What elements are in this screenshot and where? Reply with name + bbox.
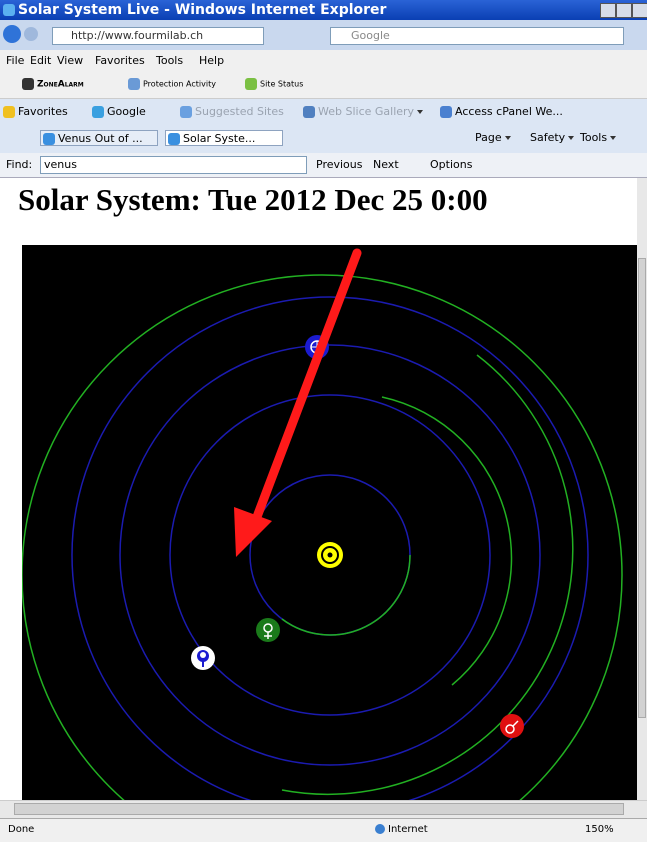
- command-item-text: Tools: [580, 131, 607, 144]
- menu-item[interactable]: Favorites: [95, 54, 145, 67]
- favorites-item[interactable]: Suggested Sites: [180, 105, 284, 118]
- address-field[interactable]: http://www.fourmilab.ch: [52, 27, 264, 45]
- favorites-item-text: Suggested Sites: [195, 105, 284, 118]
- zone-text: Internet: [388, 824, 428, 835]
- menu-item-text: Favorites: [95, 54, 145, 67]
- icon: [22, 78, 34, 90]
- toolbar-item-text: ZoneAlarm: [37, 80, 84, 90]
- find-previous[interactable]: Previous: [316, 158, 363, 171]
- browser-tab[interactable]: Solar Syste...: [165, 130, 283, 146]
- icon: [180, 106, 192, 118]
- browser-tab[interactable]: Venus Out of ...: [40, 130, 158, 146]
- maximize-button[interactable]: [616, 3, 632, 18]
- browser-tab-text: Venus Out of ...: [58, 132, 143, 145]
- zonealarm-toolbar: ZoneAlarm Protection Activity Site Status: [0, 72, 647, 99]
- find-options[interactable]: Options: [430, 158, 472, 171]
- mars: [500, 714, 524, 738]
- sun: [317, 542, 343, 568]
- icon: [43, 133, 55, 145]
- command-item[interactable]: Tools: [580, 131, 616, 144]
- menu-item[interactable]: File: [6, 54, 24, 67]
- security-zone: Internet: [375, 824, 428, 835]
- favorites-bar: Favorites Google Suggested Sites Web Slice …: [0, 99, 647, 125]
- toolbar-item[interactable]: Site Status: [245, 78, 303, 90]
- menu-bar: File Edit View Favorites Tools Help: [0, 50, 647, 72]
- dropdown-arrow: [568, 136, 574, 140]
- favorites-item-text: Favorites: [18, 105, 68, 118]
- url-text: http://www.fourmilab.ch: [71, 29, 203, 42]
- menu-item-text: Tools: [156, 54, 183, 67]
- forward-button[interactable]: [24, 27, 38, 41]
- title-bar: Solar System Live - Windows Internet Exp…: [0, 0, 647, 20]
- menu-item-text: Help: [199, 54, 224, 67]
- scroll-thumb[interactable]: [638, 258, 646, 718]
- find-bar: Find: venus Previous Next Options: [0, 153, 647, 178]
- menu-item-text: Edit: [30, 54, 51, 67]
- command-item[interactable]: Page: [475, 131, 511, 144]
- favorites-item[interactable]: Google: [92, 105, 146, 118]
- minimize-button[interactable]: [600, 3, 616, 18]
- favorites-item-text: Google: [107, 105, 146, 118]
- command-item[interactable]: Safety: [530, 131, 574, 144]
- toolbar-item-text: Site Status: [260, 80, 303, 89]
- icon: [303, 106, 315, 118]
- find-query: venus: [44, 158, 77, 171]
- page-content: Solar System: Tue 2012 Dec 25 0:00: [0, 178, 637, 800]
- icon: [245, 78, 257, 90]
- command-item-text: Page: [475, 131, 502, 144]
- menu-item-text: File: [6, 54, 24, 67]
- dropdown-arrow: [417, 110, 423, 114]
- page-heading: Solar System: Tue 2012 Dec 25 0:00: [18, 182, 488, 218]
- icon: [128, 78, 140, 90]
- toolbar-item[interactable]: Protection Activity: [128, 78, 216, 90]
- scroll-thumb-h[interactable]: [14, 803, 624, 815]
- dropdown-arrow: [505, 136, 511, 140]
- browser-window: Solar System Live - Windows Internet Exp…: [0, 0, 647, 841]
- favorites-item[interactable]: Favorites: [3, 105, 68, 118]
- search-field[interactable]: Google: [330, 27, 624, 45]
- tab-row: Venus Out of ... Solar Syste... Page Safety…: [0, 125, 647, 153]
- toolbar-item-text: Protection Activity: [143, 80, 216, 89]
- favorites-item-text: Access cPanel We...: [455, 105, 563, 118]
- icon: [3, 106, 15, 118]
- find-next[interactable]: Next: [373, 158, 399, 171]
- back-button[interactable]: [3, 25, 21, 43]
- menu-item-text: View: [57, 54, 83, 67]
- horizontal-scrollbar[interactable]: [0, 800, 647, 818]
- browser-tab-text: Solar Syste...: [183, 132, 255, 145]
- window-title: Solar System Live - Windows Internet Exp…: [18, 2, 386, 18]
- menu-item[interactable]: Tools: [156, 54, 183, 67]
- vertical-scrollbar[interactable]: [637, 178, 647, 800]
- favorites-item-text: Web Slice Gallery: [318, 105, 414, 118]
- menu-item[interactable]: Edit: [30, 54, 51, 67]
- search-provider: Google: [351, 29, 390, 42]
- icon: [168, 133, 180, 145]
- close-button[interactable]: [632, 3, 647, 18]
- icon: [92, 106, 104, 118]
- address-row: http://www.fourmilab.ch Google: [0, 20, 647, 50]
- mercury: [256, 618, 280, 642]
- zoom-level[interactable]: 150%: [585, 824, 614, 835]
- favorites-item[interactable]: Access cPanel We...: [440, 105, 563, 118]
- favorites-item[interactable]: Web Slice Gallery: [303, 105, 423, 118]
- status-bar: Done Internet 150%: [0, 818, 647, 842]
- icon: [440, 106, 452, 118]
- find-label: Find:: [6, 158, 32, 171]
- find-input[interactable]: venus: [40, 156, 307, 174]
- status-text: Done: [8, 824, 34, 835]
- menu-item[interactable]: Help: [199, 54, 224, 67]
- command-item-text: Safety: [530, 131, 565, 144]
- solar-system-map: [22, 245, 637, 800]
- toolbar-item[interactable]: ZoneAlarm: [22, 78, 84, 90]
- menu-item[interactable]: View: [57, 54, 83, 67]
- venus: [191, 646, 215, 670]
- dropdown-arrow: [610, 136, 616, 140]
